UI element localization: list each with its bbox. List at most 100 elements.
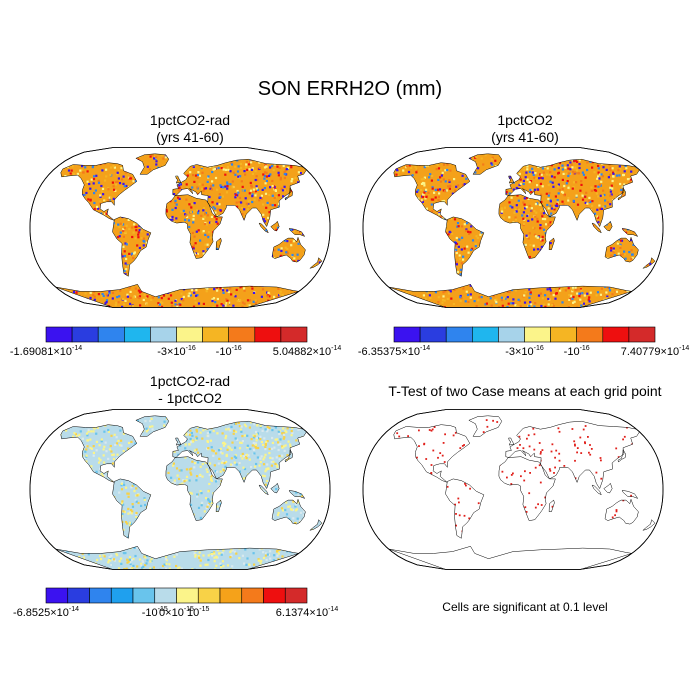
coastline-borneo <box>270 482 280 494</box>
coastline-new-guinea <box>288 228 306 237</box>
colorbar-tick-label: 7.40779×10-14 <box>620 345 690 358</box>
colorbar-swatch <box>124 326 151 343</box>
coastline-eurasia <box>172 420 307 490</box>
coastline-north-america <box>60 162 138 221</box>
colorbar-tick-label: 5.04882×10-14 <box>272 345 342 358</box>
colorbar-swatch <box>228 326 256 343</box>
coastline-sumatra <box>258 222 269 234</box>
colorbar-swatch <box>241 587 264 604</box>
colorbar-swatch <box>202 326 230 343</box>
coastline-australia <box>271 498 306 525</box>
colorbar-swatch <box>280 326 308 343</box>
colorbar-swatch <box>602 326 630 343</box>
colorbar-swatch <box>284 587 308 604</box>
map-rad <box>29 147 331 308</box>
significance-note: Cells are significant at 0.1 level <box>442 600 608 614</box>
colorbar-swatch <box>445 326 473 343</box>
colorbar-diff <box>45 587 308 604</box>
panel-title-base-line2: (yrs 41-60) <box>491 129 559 145</box>
coastline-antarctica <box>388 546 632 570</box>
coastline-greenland <box>468 153 503 175</box>
panel-title-base: 1pctCO2 (yrs 41-60) <box>375 112 675 146</box>
colorbar-swatch <box>150 326 177 343</box>
colorbar-swatch <box>89 587 112 604</box>
coastline-new-zealand <box>309 257 323 269</box>
panel-title-ttest-line1: T-Test of two Case means at each grid po… <box>388 383 662 399</box>
coastline-new-zealand <box>642 519 656 531</box>
coastline-australia <box>271 236 306 263</box>
colorbar-tick-label: -10-15 <box>141 606 168 619</box>
coastline-japan <box>617 186 626 201</box>
coastline-uk <box>175 175 182 184</box>
coastline-new-zealand <box>309 519 323 531</box>
colorbar-swatch <box>45 587 69 604</box>
coastline-new-guinea <box>621 228 639 237</box>
colorbar-swatch <box>254 326 282 343</box>
colorbar-base <box>393 326 656 343</box>
colorbar-swatch <box>219 587 243 604</box>
coastline-madagascar <box>215 237 222 250</box>
coastline-madagascar <box>548 499 555 512</box>
colorbar-tick-label: -1.69081×10-14 <box>9 345 83 358</box>
map-ttest <box>362 409 664 570</box>
colorbar-swatch <box>45 326 73 343</box>
coastline-borneo <box>603 482 613 494</box>
panel-title-base-line1: 1pctCO2 <box>497 112 553 128</box>
coastline-sumatra <box>591 222 602 234</box>
coastline-eurasia <box>172 158 307 228</box>
colorbar-swatch <box>67 587 90 604</box>
coastline-eurasia <box>505 158 640 228</box>
panel-title-rad: 1pctCO2-rad (yrs 41-60) <box>40 112 340 146</box>
colorbar-tick-label: -6.35375×10-14 <box>357 345 431 358</box>
colorbar-swatch <box>550 326 578 343</box>
coastline-new-guinea <box>288 490 306 499</box>
colorbar-swatch <box>419 326 447 343</box>
colorbar-tick-label: -3×10-16 <box>505 345 544 358</box>
colorbar-tick-label: 0×10-15 <box>159 606 194 619</box>
coastline-new-zealand <box>642 257 656 269</box>
colorbar-tick-label: -10-16 <box>215 345 242 358</box>
colorbar-rad <box>45 326 308 343</box>
colorbar-swatch <box>576 326 604 343</box>
coastline-uk <box>175 437 182 446</box>
coastline-sumatra <box>258 484 269 496</box>
coastline-new-guinea <box>621 490 639 499</box>
coastline-south-america <box>112 216 152 277</box>
panel-title-diff-line2: - 1pctCO2 <box>158 390 222 406</box>
colorbar-swatch <box>263 587 286 604</box>
coastline-greenland <box>135 415 170 437</box>
colorbar-base-labels: -6.35375×10-14 -3×10-16 -10-16 7.40779×10-1… <box>358 345 689 361</box>
coastline-eurasia <box>505 420 640 490</box>
colorbar-swatch <box>132 587 156 604</box>
colorbar-swatch <box>110 587 134 604</box>
colorbar-swatch <box>71 326 99 343</box>
colorbar-swatch <box>498 326 525 343</box>
colorbar-tick-label: 6.1374×10-14 <box>275 606 339 619</box>
panel-title-diff-line1: 1pctCO2-rad <box>149 373 231 389</box>
colorbar-swatch <box>628 326 656 343</box>
coastline-south-america <box>445 478 485 539</box>
coastline-africa <box>498 456 556 521</box>
coastline-africa <box>498 194 556 259</box>
colorbar-swatch <box>176 587 199 604</box>
coastline-borneo <box>270 220 280 232</box>
coastline-japan <box>284 448 293 463</box>
colorbar-swatch <box>524 326 551 343</box>
map-diff <box>29 409 331 570</box>
panel-title-rad-line1: 1pctCO2-rad <box>149 112 231 128</box>
map-base <box>362 147 664 308</box>
coastline-sumatra <box>591 484 602 496</box>
colorbar-tick-label: -3×10-16 <box>157 345 196 358</box>
coastline-madagascar <box>215 499 222 512</box>
coastline-north-america <box>393 424 471 483</box>
coastline-japan <box>284 186 293 201</box>
coastline-greenland <box>135 153 170 175</box>
coastline-uk <box>508 175 515 184</box>
coastline-borneo <box>603 220 613 232</box>
coastline-greenland <box>468 415 503 437</box>
coastline-uk <box>508 437 515 446</box>
panel-title-diff: 1pctCO2-rad - 1pctCO2 <box>40 373 340 407</box>
colorbar-diff-labels: -6.8525×10-14 -10-15 0×10-15 10-15 6.1374×10… <box>13 606 338 622</box>
colorbar-tick-label: -6.8525×10-14 <box>12 606 80 619</box>
coastline-madagascar <box>548 237 555 250</box>
